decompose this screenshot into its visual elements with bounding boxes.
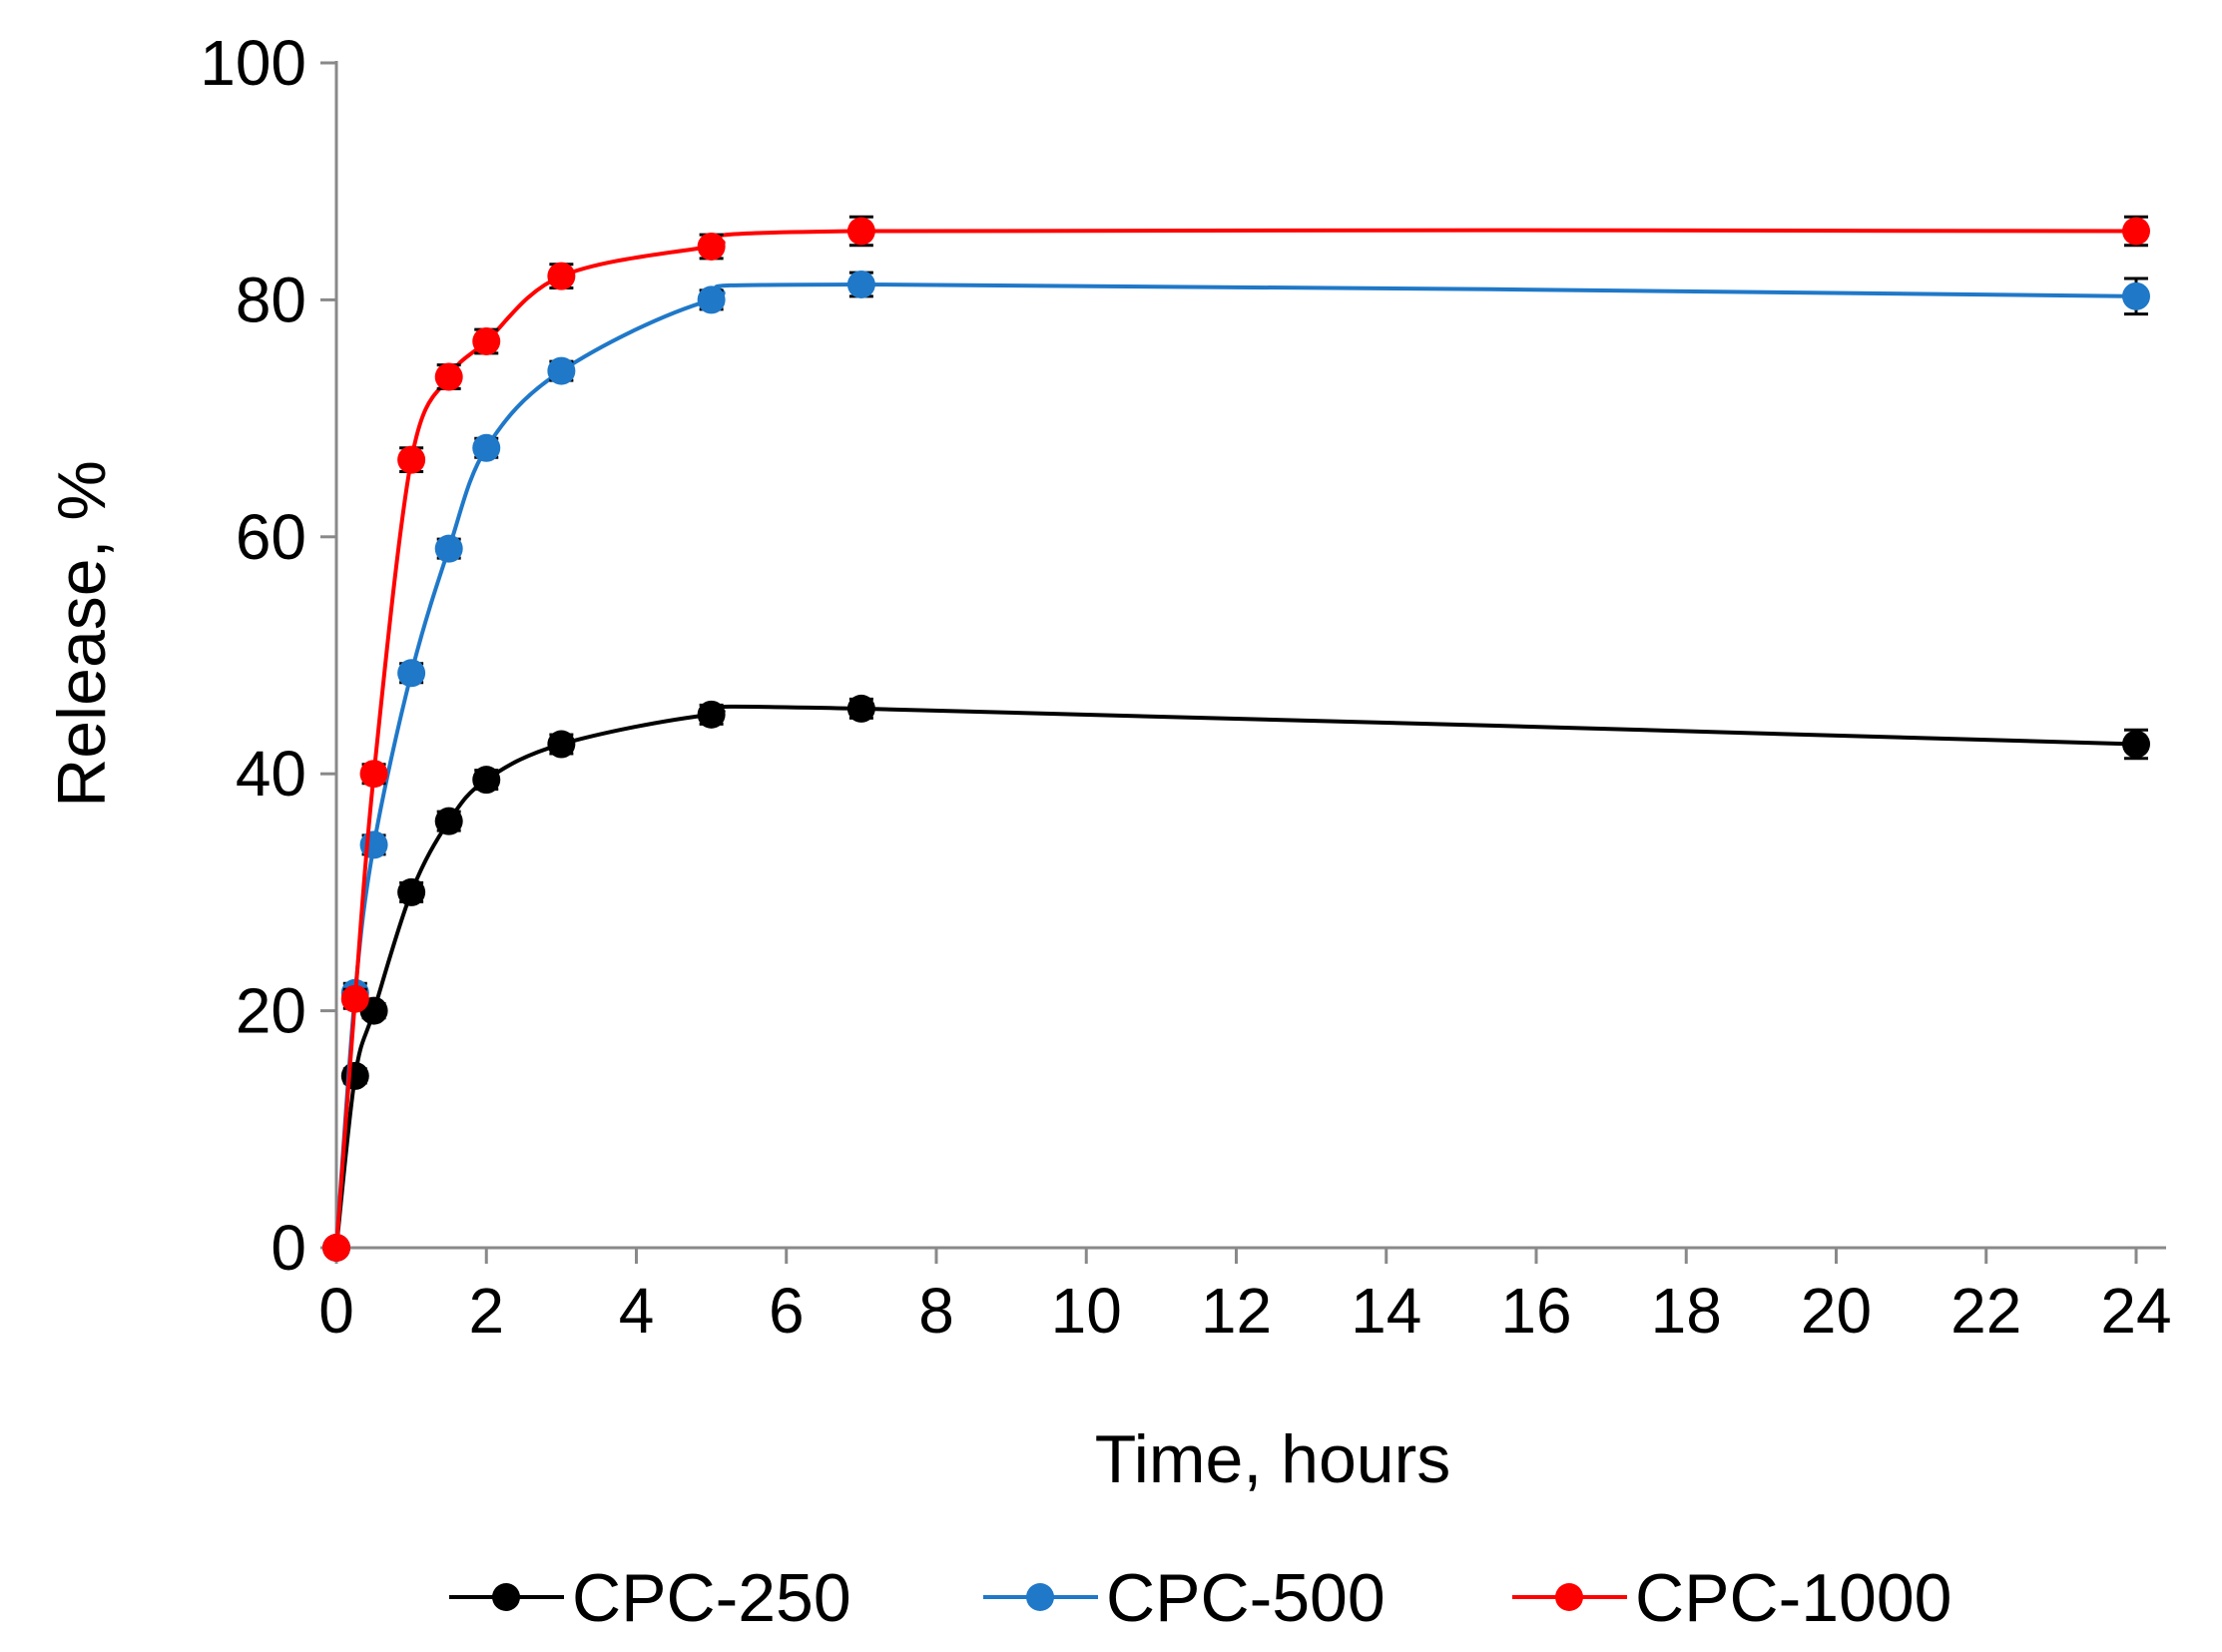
data-point bbox=[846, 217, 875, 246]
data-point bbox=[359, 830, 388, 859]
x-axis-title: Time, hours bbox=[1095, 1421, 1450, 1497]
legend-item: CPC-500 bbox=[983, 1560, 1386, 1636]
data-point bbox=[547, 356, 576, 385]
legend-marker bbox=[1026, 1583, 1054, 1611]
series-cpc-500 bbox=[322, 270, 2150, 1262]
series-line bbox=[334, 228, 2137, 1249]
data-point bbox=[697, 232, 726, 261]
x-tick-label: 24 bbox=[2100, 1275, 2171, 1347]
legend-marker bbox=[1555, 1583, 1583, 1611]
data-point bbox=[846, 270, 875, 298]
legend: CPC-250 CPC-500 CPC-1000 bbox=[449, 1560, 1952, 1636]
y-axis-title: Release, % bbox=[44, 460, 120, 808]
legend-item: CPC-250 bbox=[449, 1560, 851, 1636]
series-cpc-250 bbox=[322, 694, 2150, 1262]
data-point bbox=[2122, 217, 2150, 246]
x-tick-label: 20 bbox=[1801, 1275, 1872, 1347]
legend-label: CPC-1000 bbox=[1635, 1560, 1952, 1636]
legend-label: CPC-250 bbox=[572, 1560, 851, 1636]
legend-item: CPC-1000 bbox=[1512, 1560, 1952, 1636]
series-line bbox=[334, 704, 2137, 1249]
y-tick-label: 20 bbox=[236, 975, 306, 1047]
data-point bbox=[340, 1061, 369, 1090]
data-point bbox=[472, 433, 501, 462]
y-tick-label: 100 bbox=[200, 27, 306, 99]
series-layer bbox=[322, 215, 2150, 1262]
x-tick-label: 6 bbox=[769, 1275, 805, 1347]
x-tick-label: 12 bbox=[1201, 1275, 1272, 1347]
data-point bbox=[434, 362, 463, 391]
data-point bbox=[846, 694, 875, 723]
data-point bbox=[697, 285, 726, 314]
x-tick-label: 22 bbox=[1950, 1275, 2021, 1347]
data-point bbox=[322, 1234, 350, 1262]
legend-marker bbox=[492, 1583, 520, 1611]
data-point bbox=[472, 766, 501, 795]
x-tick-label: 0 bbox=[318, 1275, 354, 1347]
y-tick-label: 40 bbox=[236, 738, 306, 810]
data-point bbox=[434, 534, 463, 563]
x-tick-label: 16 bbox=[1500, 1275, 1571, 1347]
data-point bbox=[434, 807, 463, 835]
x-tick-label: 2 bbox=[468, 1275, 504, 1347]
y-tick-label: 80 bbox=[236, 264, 306, 335]
x-tick-label: 8 bbox=[918, 1275, 954, 1347]
x-tick-label: 4 bbox=[619, 1275, 655, 1347]
data-point bbox=[397, 877, 426, 906]
data-point bbox=[359, 760, 388, 789]
series-line bbox=[334, 281, 2137, 1249]
data-point bbox=[340, 984, 369, 1013]
data-point bbox=[547, 262, 576, 290]
data-point bbox=[397, 659, 426, 688]
data-point bbox=[472, 326, 501, 355]
legend-label: CPC-500 bbox=[1106, 1560, 1386, 1636]
data-point bbox=[2122, 281, 2150, 310]
x-tick-label: 14 bbox=[1351, 1275, 1421, 1347]
data-point bbox=[2122, 730, 2150, 759]
x-tick-label: 18 bbox=[1651, 1275, 1722, 1347]
y-tick-label: 60 bbox=[236, 501, 306, 573]
data-point bbox=[397, 445, 426, 474]
x-tick-label: 10 bbox=[1051, 1275, 1122, 1347]
data-point bbox=[547, 730, 576, 759]
series-cpc-1000 bbox=[322, 215, 2150, 1262]
y-tick-label: 0 bbox=[271, 1212, 306, 1284]
data-point bbox=[697, 700, 726, 729]
